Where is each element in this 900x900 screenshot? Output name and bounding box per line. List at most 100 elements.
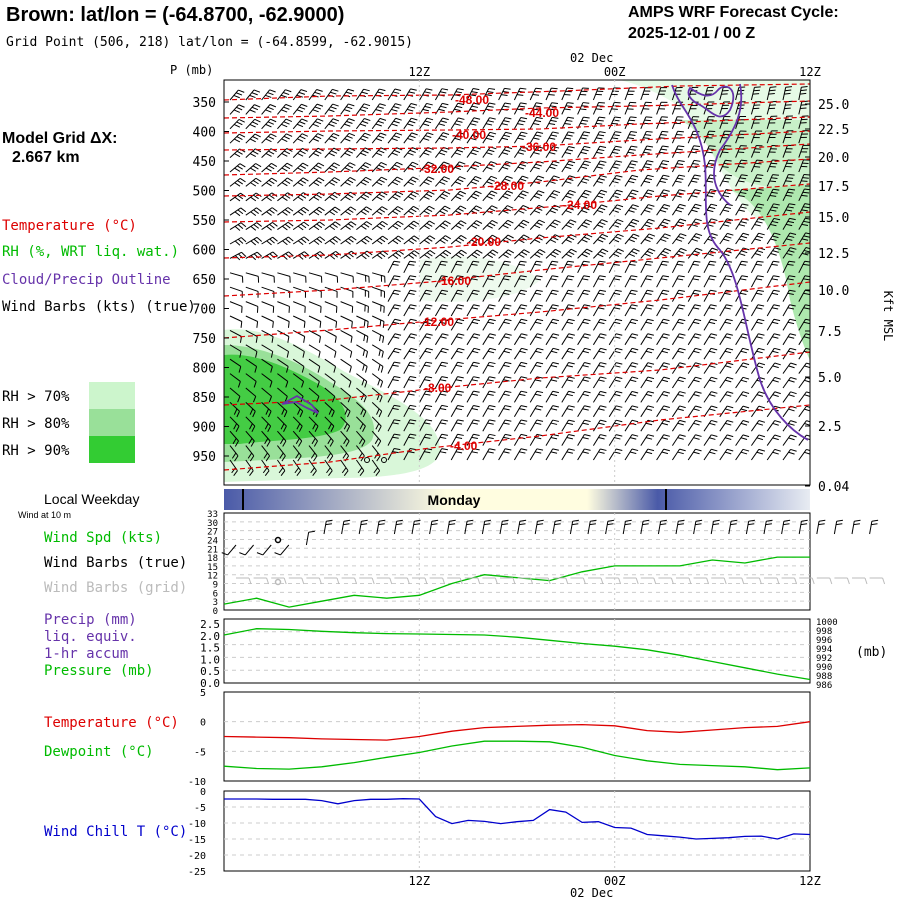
wind-barb: [387, 361, 401, 374]
wind-barb: [308, 387, 320, 403]
pressure-tick-label: 850: [193, 391, 216, 406]
wind-barb: [434, 304, 449, 317]
wind-barb: [419, 88, 433, 101]
y-tick-label: 0: [200, 787, 206, 798]
wind-barb: [340, 206, 357, 216]
wind-barb: [592, 87, 605, 101]
wind-barb: [750, 448, 766, 461]
wind-barb: [293, 301, 306, 313]
wind-barb: [450, 260, 464, 274]
wind-barb: [592, 145, 607, 158]
wind-barb: [782, 217, 796, 230]
wind-barb: [340, 236, 357, 245]
y-tick-label: 998: [816, 627, 832, 637]
wind-barb: [656, 347, 670, 360]
wind-barb: [245, 177, 262, 187]
wind-barb: [464, 519, 474, 535]
wind-barb: [766, 275, 780, 288]
wind-barb: [498, 376, 512, 389]
wind-barb: [387, 260, 401, 274]
wind-barb: [750, 333, 765, 346]
local-weekday-label: Local Weekday: [44, 491, 139, 507]
y-tick-label: 996: [816, 636, 832, 646]
height-tick-label: 10.0: [818, 284, 849, 299]
wind-barb: [640, 248, 656, 259]
wind-barb: [229, 430, 239, 447]
wind-barb: [640, 318, 654, 331]
rh-90-label: RH > 90%: [2, 443, 70, 459]
wind-barb: [434, 433, 448, 446]
wind-barb: [710, 519, 720, 535]
weekday-label: Monday: [428, 492, 481, 508]
wind-barb: [305, 530, 315, 546]
wind-barb: [229, 344, 242, 358]
wind-barb: [592, 390, 607, 403]
y-tick-label: 33: [207, 510, 218, 520]
wind-barb: [781, 577, 798, 585]
wind-barb: [671, 405, 686, 418]
wind-barb: [419, 289, 433, 302]
wind-barb: [640, 101, 652, 115]
isotherm-label: -16.00: [437, 274, 471, 288]
wind-barb: [798, 318, 810, 331]
wind-barb: [640, 405, 655, 418]
wind-barb: [277, 272, 291, 283]
wind-barb: [750, 218, 765, 230]
wind-barb: [624, 160, 638, 173]
wind-barb: [719, 347, 734, 360]
pressure-tick-label: 950: [193, 450, 216, 465]
wind-barb: [229, 177, 246, 187]
wind-barb: [466, 88, 480, 101]
cloud-outline-right: [671, 84, 809, 441]
wind-barb: [735, 203, 749, 216]
wind-barb: [229, 373, 241, 388]
isotherm-line: [224, 143, 810, 176]
wind-barb: [274, 544, 290, 556]
cross-section-time-axis: 12Z 00Z 12Z: [408, 65, 821, 485]
wind-barb: [261, 416, 272, 432]
wind-barb: [340, 315, 353, 328]
wind-barb: [608, 116, 621, 130]
wind-barb: [798, 144, 810, 158]
wind-barb: [529, 204, 545, 216]
pressure-tick-label: 900: [193, 421, 216, 436]
wind-barb: [245, 89, 261, 101]
wind-barb: [340, 162, 356, 173]
wind-barb: [640, 390, 655, 403]
wind-barb: [545, 131, 559, 144]
wind-barb: [482, 175, 498, 187]
wind-barb: [624, 347, 639, 360]
wind-barb: [324, 358, 337, 373]
wind-barb: [561, 260, 575, 274]
rh-90-swatch: [89, 436, 135, 463]
wind-barb: [324, 577, 340, 585]
y-tick-label: -20: [188, 851, 206, 862]
wind-barb: [277, 207, 294, 216]
wind-barb: [466, 376, 480, 389]
wind-barb: [624, 87, 636, 101]
wind-barb: [671, 333, 686, 346]
wind-barb: [466, 448, 480, 461]
wind-barb: [356, 132, 371, 144]
wind-barb: [450, 102, 465, 115]
wind-barb: [561, 289, 575, 302]
wind-barb: [292, 206, 310, 216]
pressure-tick-label: 650: [193, 273, 216, 288]
wind-barb: [403, 275, 417, 288]
wind-barb: [292, 236, 310, 246]
y-tick-label: 0: [200, 718, 206, 729]
wind-barb: [324, 402, 335, 418]
wind-barb: [324, 88, 339, 101]
wind-barb: [624, 145, 638, 158]
wind-barb: [466, 146, 481, 158]
wind-barb: [340, 329, 353, 343]
wind-barb: [608, 160, 623, 173]
wind-barb: [371, 88, 386, 101]
wind-barb: [570, 577, 586, 585]
wind-barb: [545, 160, 560, 173]
wind-barb: [340, 221, 357, 230]
wind-barb: [498, 289, 512, 302]
wind-barb: [671, 434, 686, 446]
wind-barb: [513, 146, 528, 158]
wind-barb: [324, 445, 334, 462]
